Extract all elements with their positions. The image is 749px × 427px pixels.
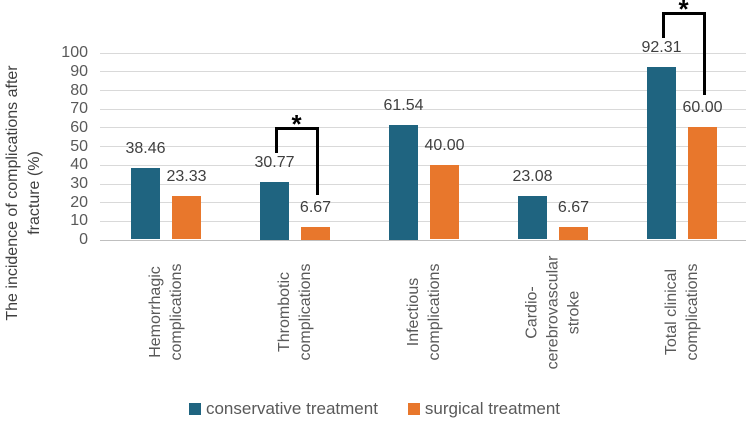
gridline xyxy=(100,108,746,110)
significance-bracket-right-leg xyxy=(315,127,319,195)
bar-surgical xyxy=(559,227,588,240)
bar-conservative xyxy=(647,67,676,240)
gridline xyxy=(100,90,746,92)
gridline xyxy=(100,220,746,222)
category-label: Cardio- cerebrovascular stroke xyxy=(523,255,583,369)
bar-conservative xyxy=(389,124,418,240)
significance-bracket-top xyxy=(274,127,319,130)
category-label: Total clinical complications xyxy=(663,263,701,361)
gridline xyxy=(100,183,746,185)
bar-surgical xyxy=(172,195,201,240)
legend-swatch-surgical-icon xyxy=(407,403,420,415)
gridline xyxy=(100,146,746,148)
gridline xyxy=(100,239,746,241)
y-tick-label: 0 xyxy=(79,231,88,248)
bar-value-label: 92.31 xyxy=(641,39,682,57)
gridline xyxy=(100,52,746,54)
y-tick-label: 20 xyxy=(70,193,88,211)
bar-conservative xyxy=(131,167,160,240)
legend-item-conservative: conservative treatment xyxy=(188,399,378,419)
bar-value-label: 30.77 xyxy=(254,154,295,171)
gridline xyxy=(100,202,746,204)
category-label: Hemorrhagic complications xyxy=(147,263,185,361)
bar-conservative xyxy=(518,196,547,240)
y-tick-label: 80 xyxy=(70,81,88,99)
significance-bracket-right-leg xyxy=(702,12,706,96)
legend-label-surgical: surgical treatment xyxy=(424,399,561,418)
y-tick-label: 50 xyxy=(70,137,88,155)
legend-label-conservative: conservative treatment xyxy=(205,399,378,418)
category-label: Thrombotic complications xyxy=(276,263,314,361)
gridline xyxy=(100,127,746,129)
y-tick-label: 40 xyxy=(70,156,88,174)
significance-asterisk: * xyxy=(291,109,302,139)
y-tick-label: 30 xyxy=(70,175,88,192)
legend-item-surgical: surgical treatment xyxy=(407,399,561,419)
significance-bracket-top xyxy=(661,12,706,16)
bar-value-label: 6.67 xyxy=(299,199,332,216)
y-tick-label: 100 xyxy=(61,44,88,62)
significance-asterisk: * xyxy=(678,0,689,25)
y-tick-label: 70 xyxy=(70,100,88,118)
bar-value-label: 38.46 xyxy=(125,139,166,157)
legend: conservative treatment surgical treatmen… xyxy=(0,398,749,420)
category-label: Infectious complications xyxy=(405,263,443,361)
bar-surgical xyxy=(430,164,459,240)
legend-swatch-conservative-icon xyxy=(188,403,201,415)
y-tick-label: 60 xyxy=(70,118,88,136)
gridline xyxy=(100,164,746,166)
gridline xyxy=(100,71,746,73)
bar-value-label: 6.67 xyxy=(557,199,590,216)
bar-value-label: 60.00 xyxy=(682,99,723,117)
bar-surgical xyxy=(301,227,330,240)
bar-value-label: 23.33 xyxy=(166,167,207,185)
y-tick-label: 90 xyxy=(70,62,88,80)
bar-value-label: 40.00 xyxy=(424,136,465,154)
bar-value-label: 23.08 xyxy=(512,168,553,186)
y-tick-label: 10 xyxy=(70,212,88,230)
significance-bracket-left-leg xyxy=(274,127,278,153)
significance-bracket-left-leg xyxy=(661,12,665,39)
bar-value-label: 61.54 xyxy=(383,96,424,114)
bar-surgical xyxy=(688,127,717,240)
bar-conservative xyxy=(260,182,289,240)
